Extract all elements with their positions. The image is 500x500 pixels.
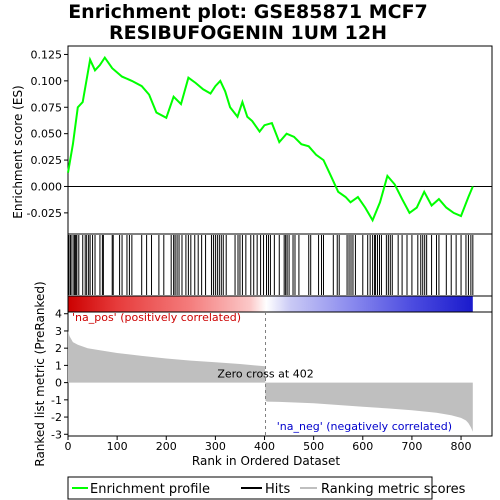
hits-plot-area	[67, 233, 493, 297]
metric-ytick-label: 0	[55, 377, 62, 390]
metric-xtick-label: 100	[107, 440, 128, 453]
metric-yticks: -3 -2 -1 0 1 2 3 4	[51, 308, 68, 441]
metric-ytick-label: -1	[51, 394, 62, 407]
es-ytick-label: 0.050	[31, 128, 63, 141]
metric-xtick-label: 800	[451, 440, 472, 453]
legend-es-label: Enrichment profile	[90, 482, 210, 497]
metric-area	[68, 330, 473, 432]
metric-xtick-label: 0	[65, 440, 72, 453]
es-ytick-label: 0.000	[31, 180, 63, 193]
metric-xtick-label: 400	[254, 440, 275, 453]
metric-ytick-label: -3	[51, 428, 62, 441]
colorbar-panel	[67, 295, 493, 313]
metric-xticks: 0 100 200 300 400 500 600 700 800	[65, 436, 472, 453]
title-line-1: Enrichment plot: GSE85871 MCF7	[68, 1, 428, 23]
es-panel: -0.025 0.000 0.025 0.050 0.075 0.100 0.125 Enr…	[11, 45, 493, 235]
metric-xtick-label: 700	[401, 440, 422, 453]
legend: Enrichment profile Hits Ranking metric s…	[67, 476, 466, 500]
es-ylabel: Enrichment score (ES)	[11, 85, 25, 218]
metric-ytick-label: 1	[55, 359, 62, 372]
es-ytick-label: -0.025	[27, 207, 62, 220]
es-ytick-label: 0.100	[31, 75, 63, 88]
metric-xtick-label: 500	[303, 440, 324, 453]
legend-metric-label: Ranking metric scores	[321, 482, 466, 497]
metric-ylabel: Ranked list metric (PreRanked)	[33, 281, 47, 466]
legend-hits-label: Hits	[265, 482, 290, 497]
na-pos-label: 'na_pos' (positively correlated)	[72, 311, 241, 324]
metric-xtick-label: 300	[205, 440, 226, 453]
es-ytick-label: 0.025	[31, 154, 63, 167]
es-line	[67, 55, 474, 223]
ranked-list-colorbar	[68, 296, 473, 312]
es-yticks: -0.025 0.000 0.025 0.050 0.075 0.100 0.125	[27, 48, 492, 220]
es-ytick-label: 0.125	[31, 48, 63, 61]
metric-panel: Zero cross at 402 'na_pos' (positively c…	[33, 281, 493, 468]
na-neg-label: 'na_neg' (negatively correlated)	[277, 420, 452, 433]
es-ytick-label: 0.075	[31, 101, 63, 114]
metric-ytick-label: 3	[55, 325, 62, 338]
hits-panel	[67, 233, 493, 297]
zero-cross-label: Zero cross at 402	[217, 368, 313, 381]
metric-ytick-label: 4	[55, 308, 62, 321]
metric-xtick-label: 600	[352, 440, 373, 453]
metric-xlabel: Rank in Ordered Dataset	[192, 454, 340, 468]
title-line-2: RESIBUFOGENIN 1UM 12H	[109, 22, 387, 44]
hits-lines	[68, 235, 474, 295]
metric-ytick-label: -2	[51, 411, 62, 424]
metric-ytick-label: 2	[55, 342, 62, 355]
metric-xtick-label: 200	[156, 440, 177, 453]
